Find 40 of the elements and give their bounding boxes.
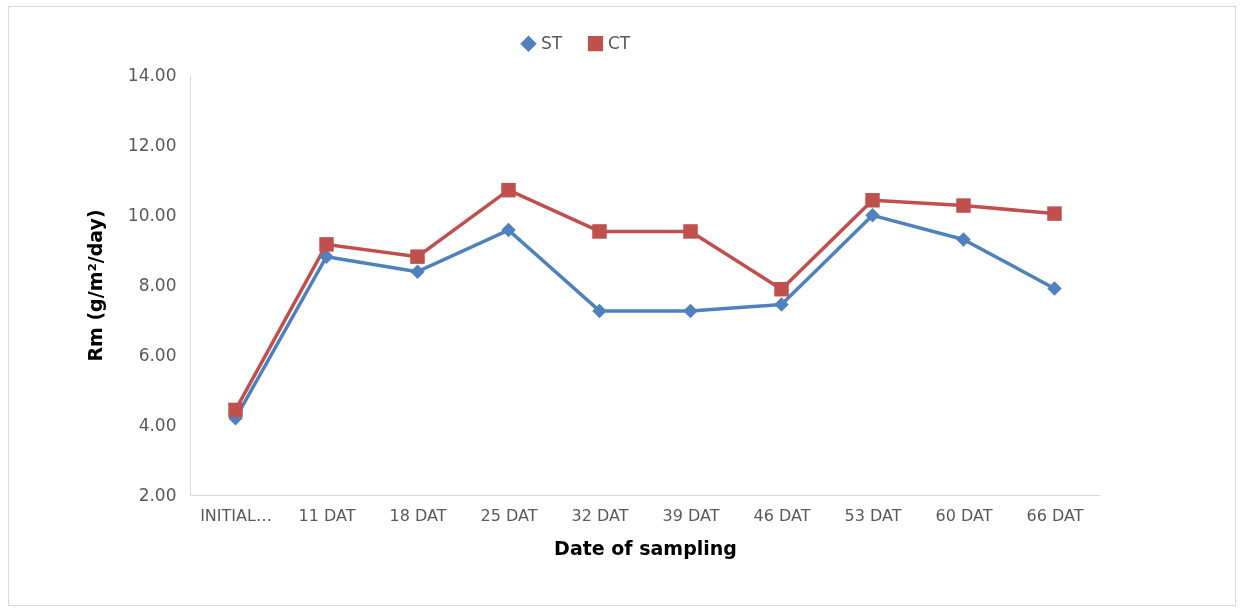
y-tick-label: 8.00 xyxy=(138,274,177,295)
y-tick-label: 2.00 xyxy=(138,484,177,505)
point xyxy=(1047,281,1062,296)
point xyxy=(774,281,789,297)
y-tick-label: 14.00 xyxy=(127,64,177,85)
point xyxy=(592,224,607,239)
x-tick-label: 60 DAT xyxy=(935,505,993,525)
x-tick-label: 46 DAT xyxy=(753,505,811,525)
x-tick-label: 66 DAT xyxy=(1026,505,1084,525)
legend-label: ST xyxy=(541,32,563,53)
x-axis-title: Date of sampling xyxy=(554,536,737,559)
point xyxy=(865,193,880,208)
point xyxy=(410,249,425,264)
point xyxy=(501,182,516,198)
point xyxy=(319,237,334,252)
point xyxy=(501,222,516,238)
y-tick-label: 10.00 xyxy=(127,204,177,225)
x-tick-label: 11 DAT xyxy=(298,505,356,525)
point xyxy=(228,402,243,418)
point xyxy=(319,249,334,264)
x-tick-label: 25 DAT xyxy=(480,505,538,525)
y-tick-label: 4.00 xyxy=(138,414,177,435)
y-axis-title: Rm (g/m²/day) xyxy=(83,209,106,362)
y-tick-label: 12.00 xyxy=(127,134,177,155)
point xyxy=(683,224,698,239)
point xyxy=(774,297,789,312)
point xyxy=(1047,206,1062,221)
x-tick-label: 53 DAT xyxy=(844,505,902,525)
point xyxy=(956,232,971,247)
y-tick-label: 6.00 xyxy=(138,344,177,365)
x-tick-label: 39 DAT xyxy=(662,505,720,525)
point xyxy=(956,198,971,213)
point xyxy=(410,264,425,279)
point xyxy=(592,303,607,319)
point xyxy=(865,208,880,223)
x-tick-label: 18 DAT xyxy=(389,505,447,525)
x-tick-label: INITIAL… xyxy=(200,505,272,525)
point xyxy=(683,303,698,319)
legend-label: CT xyxy=(608,32,631,53)
x-tick-label: 32 DAT xyxy=(571,505,629,525)
